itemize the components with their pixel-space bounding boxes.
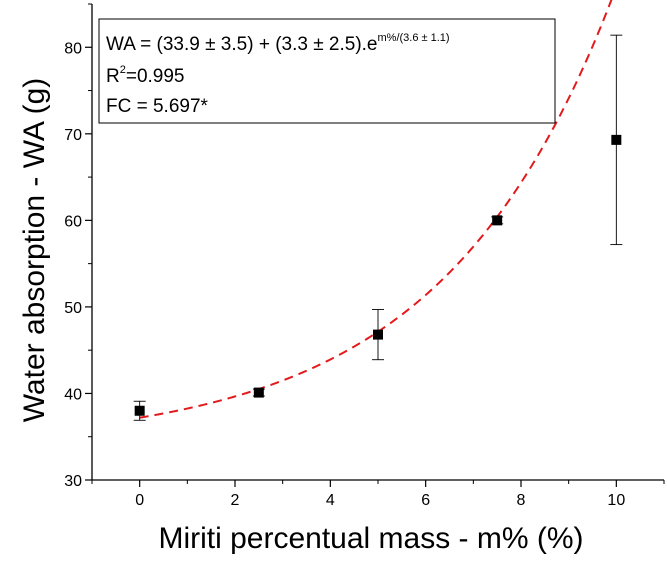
equation-main: WA = (33.9 ± 3.5) + (3.3 ± 2.5).e: [106, 34, 378, 55]
x-tick-label: 8: [517, 492, 526, 509]
x-tick-label: 6: [421, 492, 430, 509]
r-squared-value: =0.995: [126, 66, 185, 87]
data-points-layer: [134, 134, 622, 416]
r-squared-prefix: R: [106, 66, 120, 87]
equation-line: WA = (33.9 ± 3.5) + (3.3 ± 2.5).em%/(3.6…: [106, 32, 450, 55]
r-squared-sup: 2: [120, 64, 126, 76]
x-tick-label: 4: [326, 492, 335, 509]
data-point: [373, 329, 383, 340]
x-tick-label: 10: [607, 492, 625, 509]
data-point: [134, 405, 145, 416]
y-tick-label: 60: [64, 213, 82, 230]
x-tick-label: 2: [231, 492, 240, 509]
data-point: [253, 387, 264, 398]
data-point: [492, 215, 503, 226]
x-axis-title: Miriti percentual mass - m% (%): [158, 522, 583, 555]
data-point: [611, 134, 622, 145]
equation-box: WA = (33.9 ± 3.5) + (3.3 ± 2.5).em%/(3.6…: [98, 18, 556, 124]
tick-labels: 0 2 4 6 8 10 30 40 50 60 70 80: [64, 40, 625, 509]
equation-exponent: m%/(3.6 ± 1.1): [378, 32, 450, 44]
y-tick-label: 70: [64, 127, 82, 144]
axes: [85, 3, 665, 487]
equation-box-border: [98, 18, 556, 124]
x-tick-label: 0: [135, 492, 144, 509]
y-tick-label: 80: [64, 40, 82, 57]
y-tick-label: 50: [64, 300, 82, 317]
y-tick-label: 30: [64, 473, 82, 490]
y-axis-title: Water absorption - WA (g): [18, 78, 51, 423]
r-squared-line: R2=0.995: [106, 64, 185, 87]
y-tick-label: 40: [64, 386, 82, 403]
fc-line: FC = 5.697*: [106, 96, 209, 117]
